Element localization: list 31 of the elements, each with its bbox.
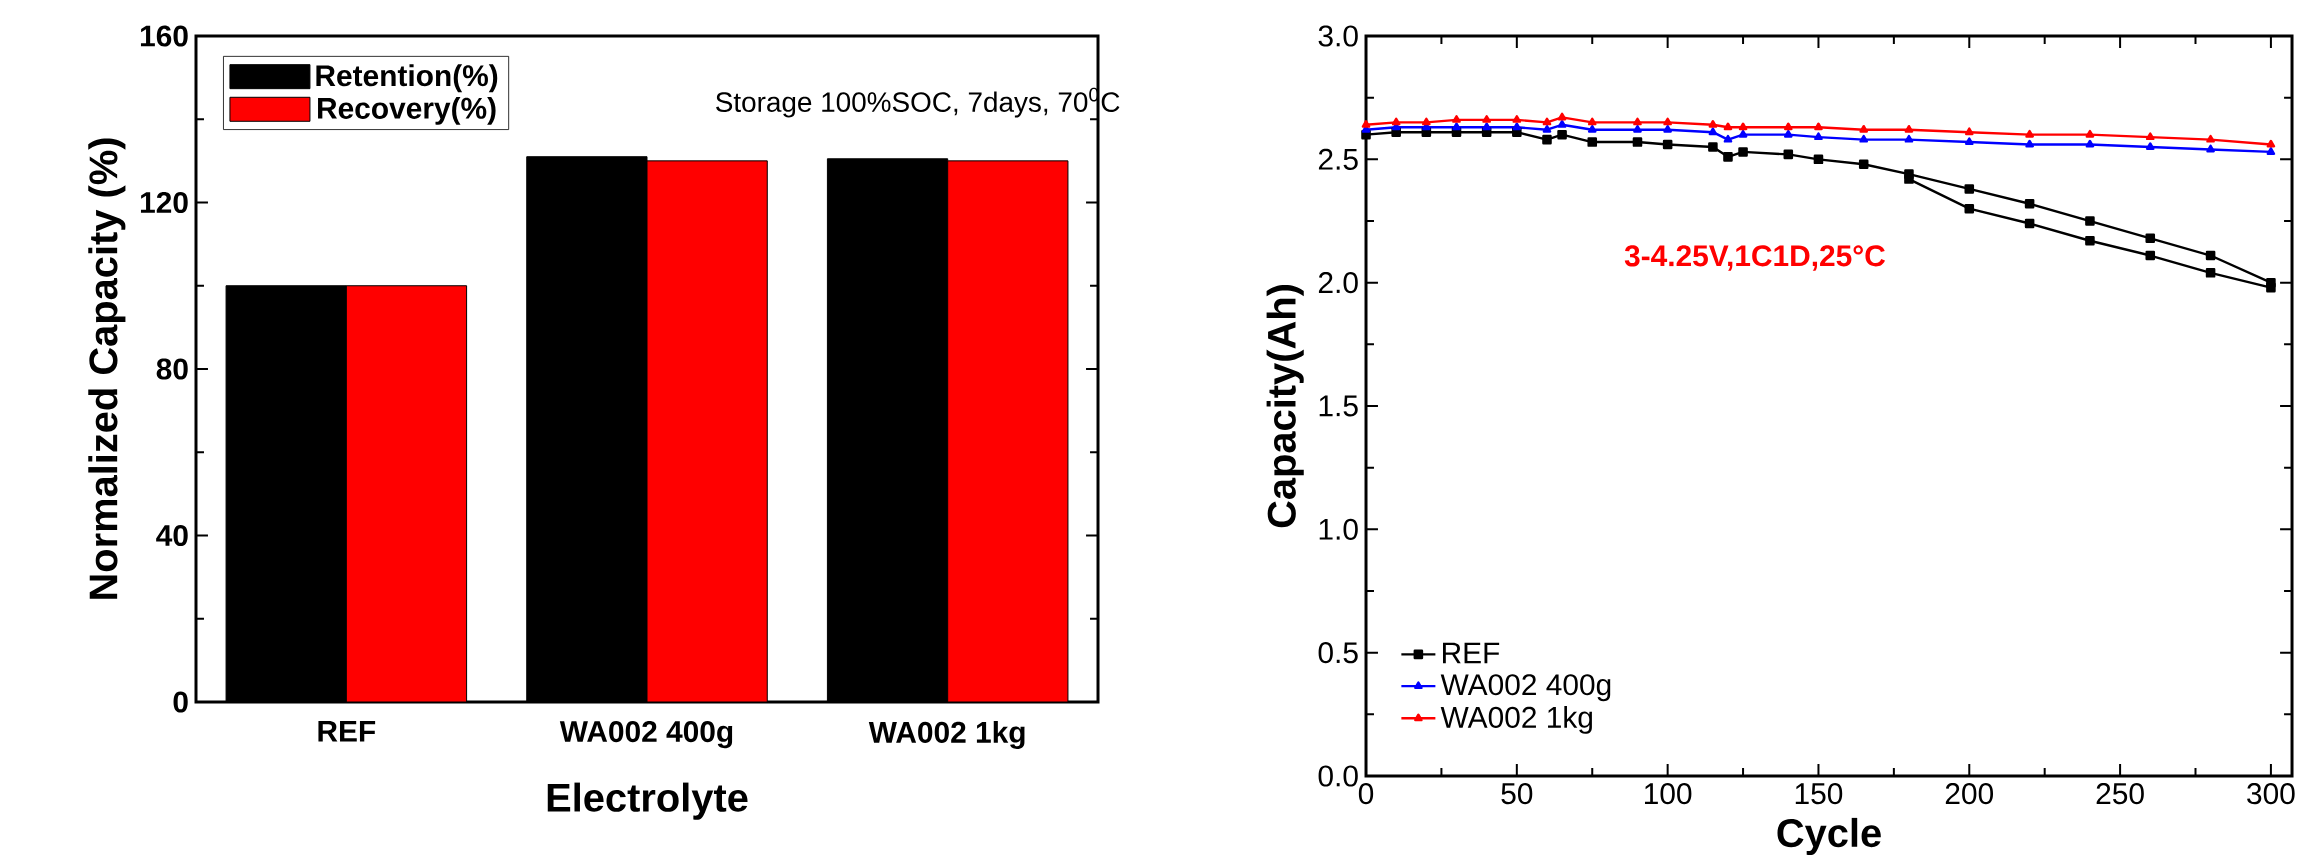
y-axis-title: Normalized Capacity (%) <box>88 138 126 599</box>
y-tick-label: 2.0 <box>1318 272 1358 294</box>
x-tick-label: 50 <box>1501 783 1533 805</box>
y-tick-label: 120 <box>140 191 188 214</box>
y-tick-label: 0.5 <box>1318 642 1358 664</box>
x-axis-title: Cycle <box>1777 817 1881 856</box>
y-tick-label: 1.5 <box>1319 395 1358 417</box>
legend-label: Recovery(%) <box>318 96 496 125</box>
y-tick-label: 80 <box>156 358 188 380</box>
x-tick-label: 300 <box>2247 783 2295 805</box>
x-tick-label: WA002 400g <box>559 720 733 749</box>
x-axis-title: Electrolyte <box>547 782 748 820</box>
y-tick-label: 1.0 <box>1319 518 1358 540</box>
legend-label: WA002 400g <box>1440 674 1611 702</box>
y-tick-label: 2.5 <box>1318 148 1358 170</box>
annotation: 3-4.25V,1C1D,25°C <box>1624 245 1885 271</box>
x-tick-label: 100 <box>1645 783 1692 805</box>
y-tick-label: 0 <box>173 691 188 713</box>
x-tick-label: REF <box>318 721 376 742</box>
x-tick-label: 0 <box>1358 783 1374 805</box>
y-tick-label: 3.0 <box>1318 25 1358 47</box>
legend-label: Retention(%) <box>316 64 498 93</box>
x-tick-label: WA002 1kg <box>868 721 1025 749</box>
y-axis-title: Capacity(Ah) <box>1266 285 1304 528</box>
x-tick-label: 200 <box>1945 783 1994 805</box>
x-tick-label: 150 <box>1795 783 1843 805</box>
y-tick-label: 40 <box>156 524 188 547</box>
x-tick-label: 250 <box>2096 783 2144 805</box>
legend-label: REF <box>1443 642 1500 664</box>
y-tick-label: 160 <box>140 25 188 47</box>
y-tick-label: 0.0 <box>1318 765 1358 787</box>
